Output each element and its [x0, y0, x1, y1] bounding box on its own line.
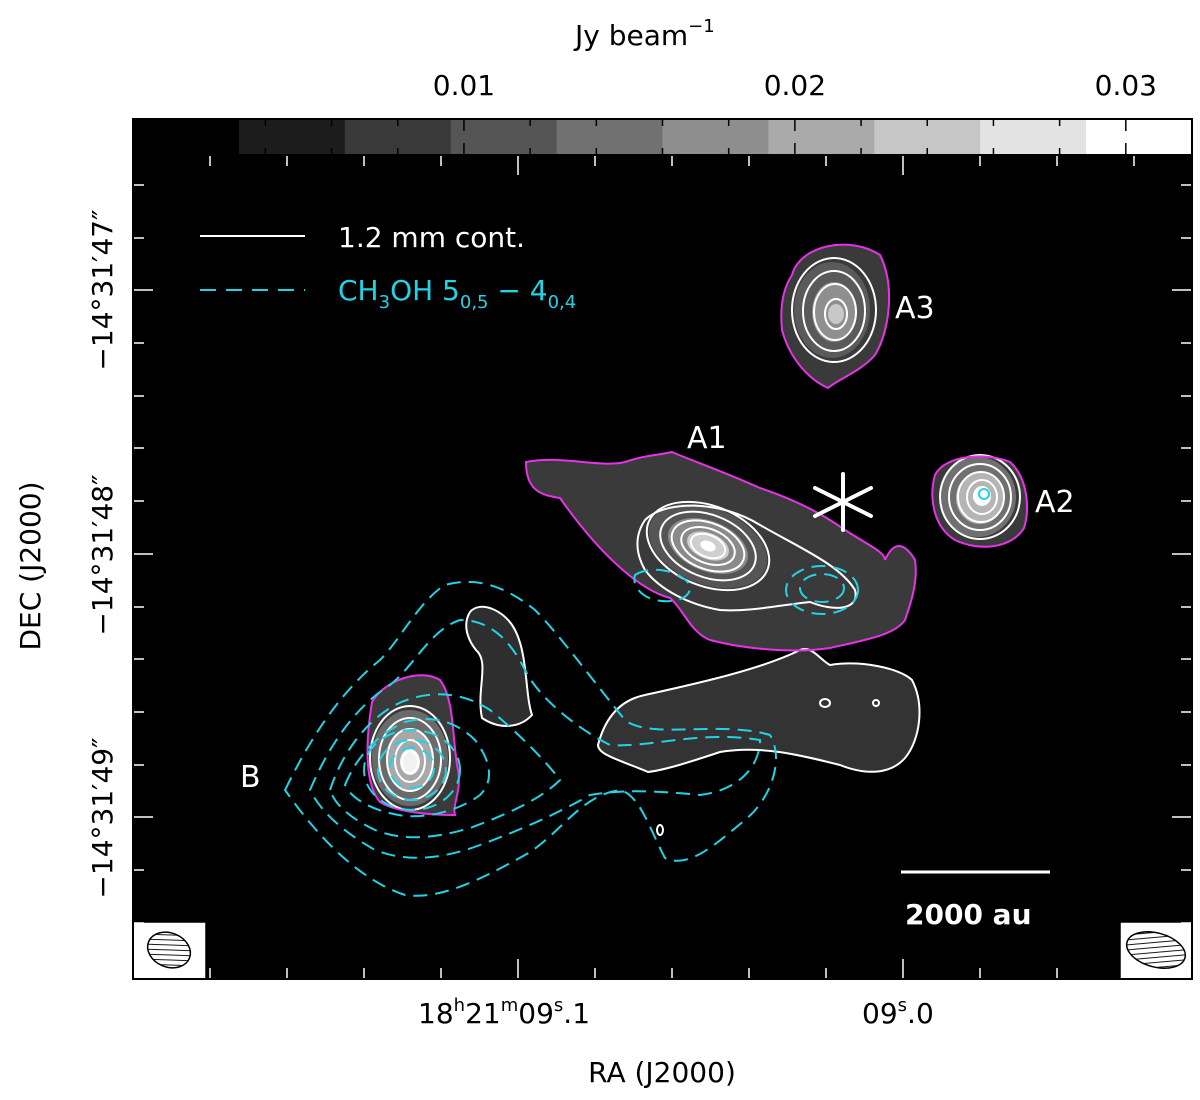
source-label-a2: A2 — [1035, 485, 1075, 520]
ch3oh-a1-east-2 — [799, 573, 845, 603]
a2-contour-4 — [966, 479, 998, 515]
outer-contours — [366, 243, 1029, 817]
a3-outer-contour — [780, 243, 890, 390]
a3-contour-4 — [824, 298, 848, 330]
small-contour-3 — [656, 824, 664, 836]
x-tick-label-2: 09s.0 — [862, 995, 934, 1030]
beam-left — [132, 921, 207, 980]
asterisk-stroke-3 — [813, 486, 873, 518]
y-tick-label-48: −14°31′48″ — [86, 474, 119, 635]
x-axis: 18h21m09s.1 09s.0 RA (J2000) — [418, 995, 934, 1089]
a1-outer-contour — [524, 450, 917, 652]
a3-contour-2 — [802, 270, 866, 352]
beam-right — [1119, 921, 1193, 980]
small-contour-2 — [872, 699, 880, 707]
colorbar-level — [980, 119, 1087, 155]
legend-label-methanol: CH3OH 50,5 − 40,4 — [338, 274, 576, 313]
y-axis: −14°31′47″ −14°31′48″ −14°31′49″ DEC (J2… — [14, 209, 119, 898]
a2-contour-3 — [957, 471, 1005, 523]
a2-peak — [973, 487, 991, 505]
map-panel: A1 A2 A3 B 1.2 mm cont. CH3OH 50,5 − 40,… — [132, 154, 1193, 980]
small-contour-1 — [819, 698, 831, 708]
ch3oh-a2-peak — [978, 488, 990, 500]
ch3oh-contour-2 — [308, 618, 762, 859]
colorbar-level — [238, 119, 346, 155]
a1-peak — [700, 540, 716, 552]
a1-contour-3 — [670, 519, 746, 573]
a3-contour-1 — [791, 257, 877, 363]
ch3oh-contour-outer — [283, 580, 777, 897]
ch3oh-contour-4 — [343, 718, 491, 818]
asterisk-marker — [813, 472, 873, 532]
a3-peak — [828, 304, 844, 324]
y-tick-label-47: −14°31′47″ — [86, 209, 119, 370]
map-frame — [132, 154, 1193, 980]
continuum-contours — [369, 257, 1021, 836]
b-contour-5 — [401, 750, 419, 774]
source-labels: A1 A2 A3 B — [240, 291, 1075, 795]
a1-contour-outer — [636, 504, 857, 612]
colorbar-tick-label: 0.03 — [1095, 69, 1157, 102]
a2-contour-2 — [948, 463, 1012, 531]
y-axis-label: DEC (J2000) — [14, 481, 47, 650]
b-peak — [400, 749, 420, 775]
colorbar-level — [450, 119, 558, 155]
ch3oh-contour-7 — [389, 747, 435, 789]
ch3oh-contour-6 — [377, 739, 447, 801]
a3-contour-3 — [813, 283, 857, 341]
south-ridge-emission — [598, 648, 920, 772]
bridge-emission — [466, 606, 532, 726]
bridge-contour — [465, 605, 534, 727]
ch3oh-a1-west — [633, 568, 692, 603]
a2-contour-5 — [973, 486, 991, 506]
colorbar-label: Jy beam−1 — [573, 16, 715, 52]
colorbar-tick-label: 0.02 — [764, 69, 826, 102]
colorbar-level — [1086, 119, 1193, 155]
ch3oh-contour-5 — [363, 729, 461, 811]
colorbar-tick-label: 0.01 — [433, 69, 495, 102]
source-label-a3: A3 — [895, 291, 935, 326]
legend: 1.2 mm cont. CH3OH 50,5 − 40,4 — [200, 221, 576, 313]
legend-label-continuum: 1.2 mm cont. — [338, 221, 525, 254]
a2-contour-1 — [939, 454, 1021, 540]
source-label-a1: A1 — [687, 421, 727, 456]
colorbar-level — [556, 119, 663, 155]
b-contour-4 — [394, 739, 426, 783]
beam-left-ellipse — [146, 931, 192, 969]
b-outer-contour — [366, 674, 460, 817]
colorbar-level — [768, 119, 875, 155]
scale-bar: 2000 au — [901, 870, 1050, 931]
colorbar-level — [133, 119, 240, 155]
colorbar-level — [662, 119, 769, 155]
colorbar: Jy beam−1 0.01 0.02 0.03 — [132, 16, 1193, 156]
south-ridge-contour — [596, 648, 921, 774]
a2-outer-contour — [931, 455, 1029, 548]
scale-bar-label: 2000 au — [905, 898, 1032, 931]
ch3oh-a1-east-1 — [785, 565, 859, 615]
y-tick-label-49: −14°31′49″ — [86, 737, 119, 898]
a1-contour-5 — [689, 532, 727, 560]
colorbar-ticks: 0.01 0.02 0.03 — [198, 69, 1157, 155]
a1-contour-4 — [680, 526, 736, 566]
frame-ticks — [133, 155, 1192, 979]
source-label-b: B — [240, 760, 261, 795]
a1-contour-2 — [659, 510, 757, 582]
beam-right-ellipse — [1125, 931, 1187, 969]
methanol-contours — [283, 488, 990, 897]
x-tick-label-1: 18h21m09s.1 — [418, 995, 590, 1030]
x-axis-label: RA (J2000) — [588, 1056, 736, 1089]
